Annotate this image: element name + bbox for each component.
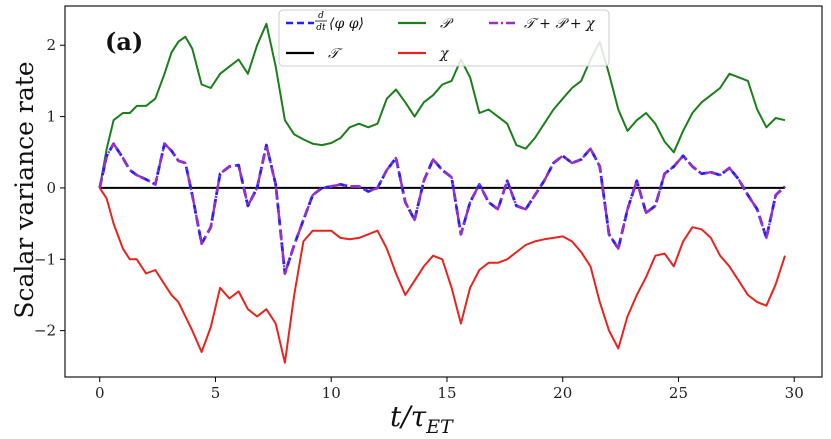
- panel-label: (a): [105, 27, 143, 56]
- y-tick-label-2: 0: [46, 179, 56, 197]
- x-tick-label-1: 5: [211, 384, 221, 402]
- legend: d dt ⟨φ φ⟩ 𝒯 𝒫 χ 𝒯 + 𝒫 + χ: [278, 9, 610, 67]
- x-axis-label-subscript: ET: [425, 416, 454, 438]
- series-line-3: [98, 187, 786, 364]
- ticks-layer: 0 5 10 15 20 25 30 −2 −1 0 1 2: [34, 36, 804, 402]
- series-line-0: [98, 142, 786, 275]
- y-tick-label-4: 2: [46, 36, 56, 54]
- x-tick-label-2: 10: [322, 384, 341, 402]
- series-layer: [98, 22, 786, 364]
- x-tick-label-5: 25: [669, 384, 688, 402]
- x-tick-label-4: 20: [553, 384, 572, 402]
- y-tick-label-3: 1: [46, 108, 56, 126]
- legend-label-ddt: ⟨φ φ⟩: [329, 16, 364, 32]
- x-axis-label-main: t/τ: [390, 400, 427, 433]
- legend-label-sum: 𝒯 + 𝒫 + χ: [524, 16, 596, 32]
- plot-frame: [64, 5, 823, 378]
- legend-ddt-denominator: dt: [316, 23, 326, 33]
- x-tick-label-0: 0: [95, 384, 105, 402]
- x-tick-label-3: 15: [437, 384, 456, 402]
- y-tick-label-0: −2: [34, 322, 56, 340]
- x-tick-label-6: 30: [785, 384, 804, 402]
- y-tick-label-1: −1: [34, 250, 56, 268]
- legend-ddt-numerator: d: [318, 11, 324, 21]
- series-line-4: [98, 142, 786, 275]
- y-axis-label: Scalar variance rate: [10, 61, 39, 318]
- legend-box: [278, 9, 610, 67]
- legend-label-dissipation: χ: [439, 46, 450, 62]
- series-line-2: [98, 22, 786, 189]
- x-axis-label: t/τET: [390, 400, 454, 438]
